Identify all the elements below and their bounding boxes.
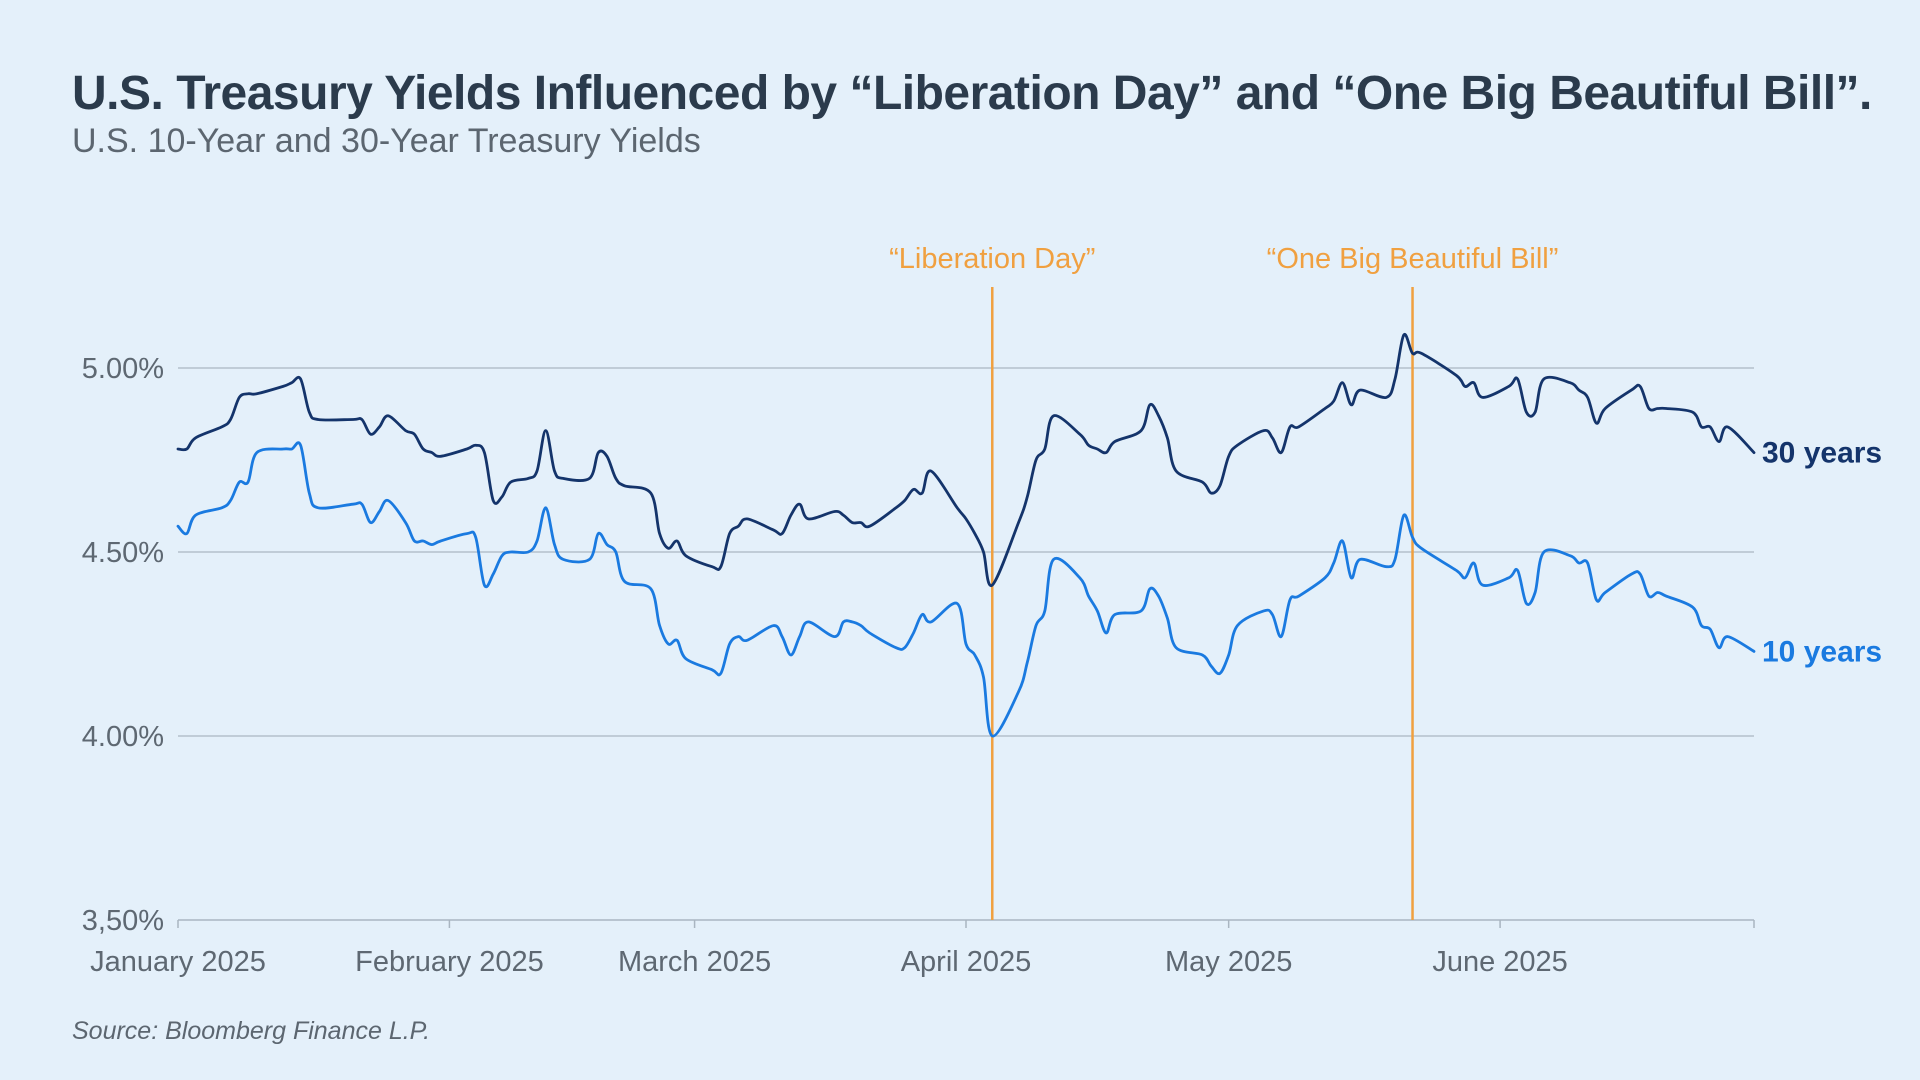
x-tick-label: March 2025 bbox=[618, 946, 771, 978]
series-line-30-years bbox=[176, 332, 1756, 587]
annotation-label: “Liberation Day” bbox=[889, 243, 1095, 275]
y-tick-label: 5.00% bbox=[82, 353, 164, 385]
source-note: Source: Bloomberg Finance L.P. bbox=[72, 1017, 431, 1045]
series-label-10-years: 10 years bbox=[1762, 635, 1882, 668]
series-labels: 30 years 10 years bbox=[1762, 437, 1882, 669]
y-axis: 5.00% 4.50% 4.00% 3,50% bbox=[82, 353, 164, 937]
y-tick-label: 4.00% bbox=[82, 721, 164, 753]
chart-title: U.S. Treasury Yields Influenced by “Libe… bbox=[72, 67, 1872, 120]
gridlines bbox=[178, 367, 1754, 737]
x-tick-label: April 2025 bbox=[901, 946, 1032, 978]
chart-subtitle: U.S. 10-Year and 30-Year Treasury Yields bbox=[72, 122, 701, 160]
x-tick-label: May 2025 bbox=[1165, 946, 1292, 978]
annotations: “Liberation Day” “One Big Beautiful Bill” bbox=[889, 243, 1558, 920]
x-tick-label: June 2025 bbox=[1432, 946, 1567, 978]
y-tick-label: 3,50% bbox=[82, 905, 164, 937]
x-tick-label: February 2025 bbox=[355, 946, 544, 978]
series-line-10-years bbox=[176, 441, 1756, 738]
y-tick-label: 4.50% bbox=[82, 537, 164, 569]
series-label-30-years: 30 years bbox=[1762, 437, 1882, 470]
annotation-label: “One Big Beautiful Bill” bbox=[1267, 243, 1559, 275]
x-axis: January 2025 February 2025 March 2025 April… bbox=[90, 919, 1755, 978]
x-tick-label: January 2025 bbox=[90, 946, 266, 978]
series-lines bbox=[176, 332, 1756, 738]
